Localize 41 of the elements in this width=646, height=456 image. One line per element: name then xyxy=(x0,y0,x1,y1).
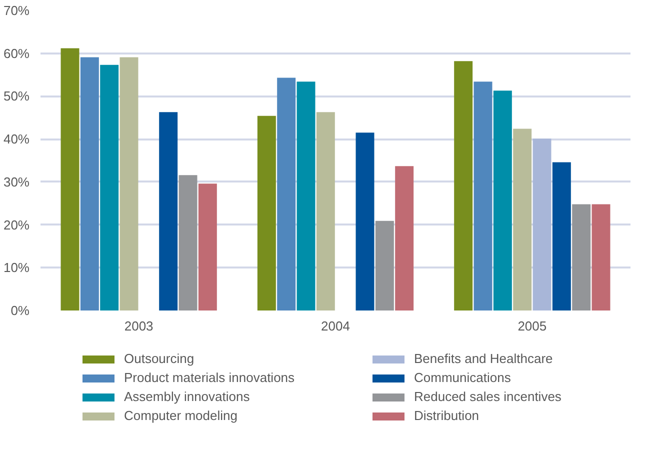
legend-label: Reduced sales incentives xyxy=(414,389,562,404)
legend-label: Computer modeling xyxy=(124,408,238,423)
bar xyxy=(120,57,138,310)
bar xyxy=(474,82,492,310)
bar xyxy=(375,220,394,310)
bar xyxy=(454,61,473,310)
y-tick-label: 50% xyxy=(3,88,30,104)
legend-label: Distribution xyxy=(414,408,480,423)
bar xyxy=(513,128,532,310)
x-tick-label: 2004 xyxy=(321,318,350,334)
x-tick-label: 2003 xyxy=(124,318,154,334)
bar xyxy=(296,82,316,310)
y-tick-label: 60% xyxy=(3,46,30,61)
bar xyxy=(277,78,296,310)
legend-label: Product materials innovations xyxy=(124,370,296,385)
y-tick-label: 70% xyxy=(3,3,30,18)
bar xyxy=(572,204,591,310)
legend-label: Communications xyxy=(414,370,512,385)
bar xyxy=(257,116,276,310)
bar xyxy=(532,138,552,310)
bar xyxy=(493,90,512,310)
y-tick-label: 40% xyxy=(3,132,30,147)
y-tick-label: 0% xyxy=(10,303,30,318)
bar xyxy=(592,204,610,310)
bar xyxy=(60,48,80,310)
bar xyxy=(159,112,178,310)
bar xyxy=(100,64,119,310)
bar xyxy=(395,166,414,310)
bar xyxy=(356,132,374,310)
bar xyxy=(198,184,217,310)
y-tick-label: 30% xyxy=(3,174,30,190)
bar xyxy=(80,57,99,310)
x-tick-label: 2005 xyxy=(518,318,547,334)
bar xyxy=(316,112,335,310)
legend-label: Outsourcing xyxy=(124,351,196,366)
legend-label: Assembly innovations xyxy=(124,389,251,404)
legend-label: Benefits and Healthcare xyxy=(414,351,554,366)
bar xyxy=(178,175,198,310)
y-tick-label: 10% xyxy=(3,260,30,276)
y-tick-label: 20% xyxy=(3,217,30,232)
bar xyxy=(552,162,571,310)
